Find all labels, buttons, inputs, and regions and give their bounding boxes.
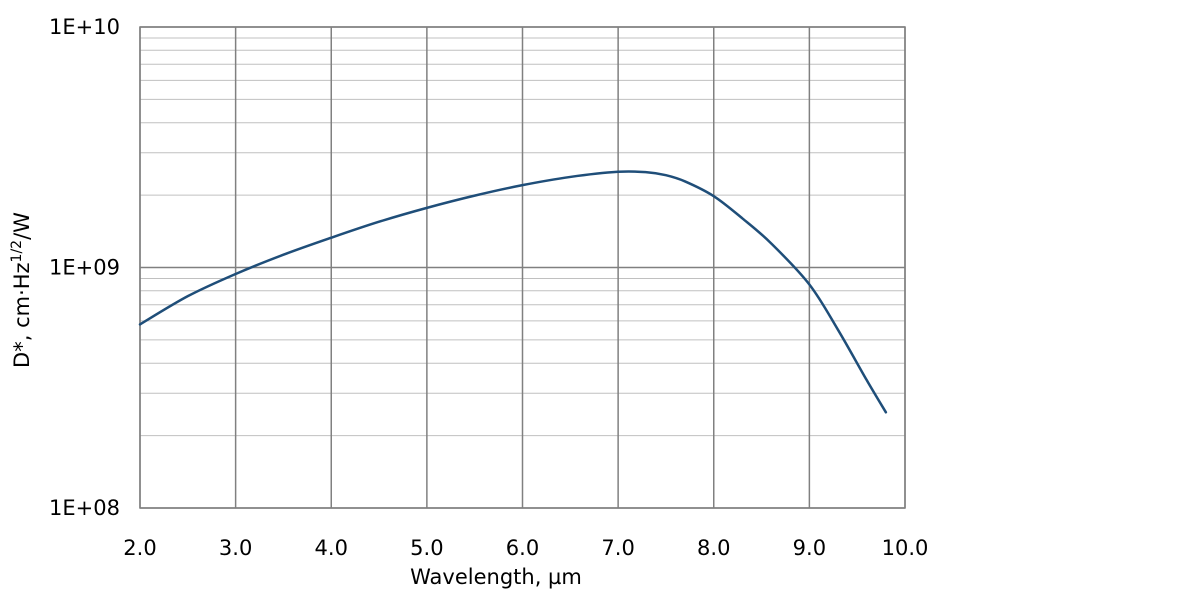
- x-tick-label: 8.0: [697, 536, 730, 560]
- x-tick-label: 7.0: [601, 536, 634, 560]
- y-tick-label: 1E+08: [49, 496, 120, 520]
- series-line: [138, 170, 888, 414]
- y-axis-title-unit-end: /W: [10, 212, 34, 240]
- y-axis-title-superscript: 1/2: [9, 240, 25, 263]
- y-tick-label: 1E+09: [49, 256, 120, 280]
- x-tick-label: 6.0: [506, 536, 539, 560]
- y-axis-title-unit: , cm·Hz: [10, 262, 34, 341]
- plot-border: [139, 26, 906, 509]
- x-tick-label: 10.0: [882, 536, 929, 560]
- x-tick-label: 2.0: [123, 536, 156, 560]
- x-tick-labels: 2.0 3.0 4.0 5.0 6.0 7.0 8.0 9.0 10.0: [123, 536, 928, 560]
- y-axis-title: D*, cm·Hz1/2/W: [9, 212, 34, 368]
- x-tick-label: 3.0: [219, 536, 252, 560]
- series-group: [138, 170, 888, 414]
- x-axis-title: Wavelength, µm: [410, 565, 582, 589]
- x-tick-label: 9.0: [793, 536, 826, 560]
- x-tick-label: 5.0: [410, 536, 443, 560]
- x-tick-label: 4.0: [315, 536, 348, 560]
- y-tick-labels: 1E+08 1E+09 1E+10: [49, 15, 120, 520]
- y-tick-label: 1E+10: [49, 15, 120, 39]
- y-axis-title-prefix: D*: [10, 341, 34, 368]
